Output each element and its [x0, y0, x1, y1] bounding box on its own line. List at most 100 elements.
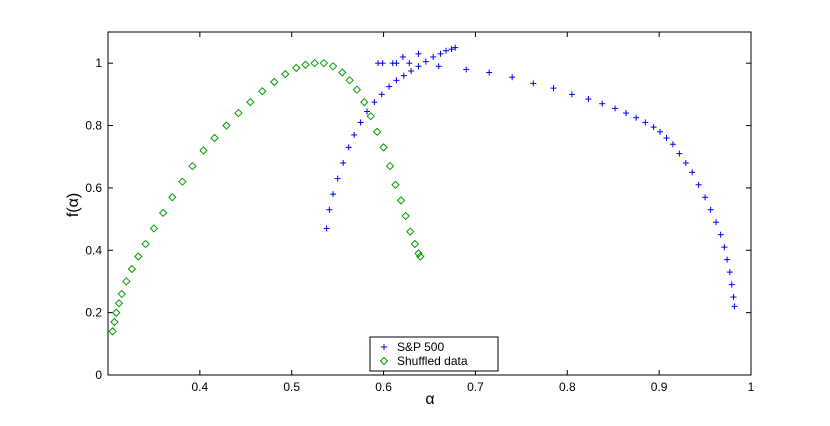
data-point [158, 208, 168, 218]
data-point [385, 161, 395, 171]
data-point [372, 127, 382, 136]
data-point [188, 161, 197, 171]
data-point [234, 108, 243, 118]
data-point [117, 289, 126, 299]
y-tick-label: 0.2 [85, 306, 102, 320]
data-point [550, 85, 557, 92]
data-point [127, 264, 137, 274]
data-point [352, 85, 362, 94]
data-point [400, 72, 407, 79]
data-point [430, 53, 437, 60]
data-point [330, 191, 337, 198]
data-point [326, 206, 333, 213]
data-point [721, 244, 728, 251]
x-tick-label: 0.6 [375, 380, 392, 394]
data-point [222, 121, 231, 130]
data-point [612, 105, 619, 112]
data-point [437, 50, 444, 57]
y-tick-label: 0 [95, 368, 102, 382]
data-point [623, 110, 630, 117]
data-point [270, 77, 279, 87]
legend-entry-shuffled: Shuffled data [397, 354, 468, 368]
data-point [292, 63, 301, 73]
data-point [724, 256, 731, 263]
data-point [134, 252, 143, 261]
data-point [345, 76, 354, 85]
data-point [415, 63, 422, 70]
y-tick-label: 0.4 [85, 243, 102, 257]
data-point [393, 77, 400, 84]
data-point [345, 144, 352, 151]
x-tick-label: 0.5 [283, 380, 300, 394]
axis-tick-labels: 0.4 0.5 0.6 0.7 0.8 0.9 1 0 0.2 0.4 0.6 0.8 1 [85, 56, 754, 394]
data-point [401, 211, 410, 221]
data-point [713, 219, 720, 226]
data-point [650, 124, 657, 131]
data-point [726, 269, 733, 276]
x-tick-label: 1 [748, 380, 755, 394]
data-point [406, 60, 413, 67]
data-point [357, 119, 364, 126]
data-point [168, 193, 177, 202]
data-point [707, 206, 714, 213]
data-point [310, 58, 319, 68]
data-point [416, 252, 425, 261]
data-point [149, 224, 159, 233]
data-point [108, 327, 117, 336]
axis-ticks [108, 32, 752, 376]
data-point [334, 175, 341, 182]
series-sp500 [323, 44, 738, 310]
data-point [406, 227, 415, 236]
data-point [338, 68, 347, 77]
data-point [301, 60, 310, 69]
data-point [340, 159, 347, 166]
data-point [509, 74, 516, 81]
data-point [386, 83, 393, 90]
data-point [114, 299, 124, 308]
data-point [410, 239, 420, 249]
data-point [396, 196, 406, 205]
data-point [328, 62, 338, 71]
data-point [141, 239, 150, 249]
data-point [178, 177, 187, 186]
data-point [210, 133, 219, 143]
data-point [682, 159, 689, 166]
data-point [408, 67, 415, 74]
data-point [568, 91, 575, 98]
data-point [443, 47, 450, 54]
x-axis-title: α [425, 391, 434, 408]
data-point [415, 50, 422, 57]
data-point [319, 58, 329, 68]
data-point [246, 97, 255, 107]
data-point [414, 249, 423, 258]
data-point [463, 66, 470, 73]
data-point [379, 143, 388, 152]
data-point [530, 80, 537, 87]
data-point [378, 91, 385, 98]
data-point [435, 63, 442, 70]
x-tick-label: 0.7 [467, 380, 484, 394]
data-point [393, 60, 400, 67]
data-point [728, 281, 735, 288]
x-tick-label: 0.9 [651, 380, 668, 394]
data-point [486, 69, 493, 76]
legend-marker-sp500 [381, 344, 387, 350]
legend-markers [379, 344, 389, 366]
x-tick-label: 0.4 [192, 380, 209, 394]
data-point [379, 60, 386, 67]
data-point [702, 194, 709, 201]
plot-area [107, 31, 752, 376]
data-point [258, 87, 267, 96]
data-point [689, 169, 696, 176]
y-tick-label: 0.8 [85, 119, 102, 133]
y-axis-title: f(α) [65, 193, 82, 217]
data-point [717, 231, 724, 238]
legend-marker-shuffled [379, 356, 389, 366]
data-point [199, 146, 208, 155]
data-point [366, 111, 375, 121]
data-point [391, 180, 400, 189]
data-point [122, 277, 131, 286]
data-point [676, 150, 683, 157]
data-point [364, 108, 371, 115]
data-point [599, 100, 606, 107]
